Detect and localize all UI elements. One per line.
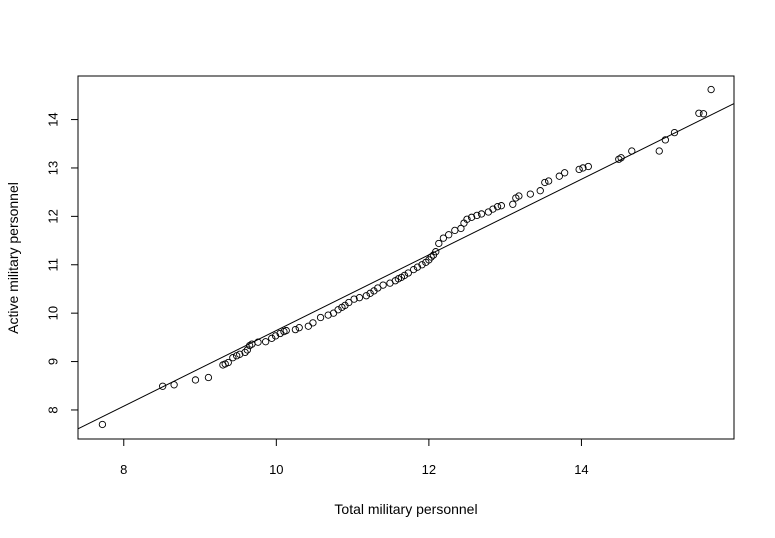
data-point xyxy=(435,239,443,248)
fit-line-group xyxy=(77,103,735,430)
data-point xyxy=(268,334,276,342)
y-tick-label: 11 xyxy=(46,258,61,272)
data-point xyxy=(355,294,364,302)
data-point xyxy=(544,177,553,185)
data-point xyxy=(473,211,481,220)
data-point xyxy=(575,165,583,174)
data-point xyxy=(497,202,505,210)
data-point xyxy=(295,324,303,332)
data-point xyxy=(413,263,422,271)
data-point xyxy=(304,322,313,330)
data-point xyxy=(261,338,270,346)
data-point xyxy=(316,313,325,322)
data-point xyxy=(484,208,493,216)
data-point xyxy=(229,354,237,362)
data-point xyxy=(555,172,563,180)
data-point xyxy=(362,292,370,300)
data-point xyxy=(439,234,448,242)
data-point xyxy=(241,348,249,357)
data-point xyxy=(291,325,300,334)
data-point xyxy=(224,358,232,367)
data-point xyxy=(98,420,107,429)
data-point xyxy=(170,381,178,389)
data-point xyxy=(404,269,412,277)
data-point xyxy=(282,326,290,335)
data-point xyxy=(561,169,569,177)
data-point xyxy=(245,341,254,350)
x-axis: 8 10 12 14 xyxy=(120,438,589,477)
data-points xyxy=(98,85,715,429)
data-point xyxy=(451,226,459,235)
data-point xyxy=(617,154,625,162)
data-point xyxy=(628,147,636,155)
data-point xyxy=(204,373,213,382)
data-point xyxy=(477,210,486,218)
data-point xyxy=(584,162,592,171)
data-point xyxy=(445,231,453,239)
data-point xyxy=(350,295,358,303)
data-point xyxy=(334,306,342,314)
x-tick-label: 10 xyxy=(269,462,283,477)
data-point xyxy=(324,311,332,319)
data-point xyxy=(493,203,502,211)
y-axis-title: Active military personnel xyxy=(5,182,21,334)
data-point xyxy=(159,382,167,390)
fit-line xyxy=(77,103,735,430)
x-axis-title: Total military personnel xyxy=(334,501,477,517)
y-tick-label: 10 xyxy=(46,306,61,320)
data-point xyxy=(432,248,440,256)
data-point xyxy=(418,261,426,269)
data-point xyxy=(271,332,280,340)
data-point xyxy=(243,346,251,354)
y-tick-label: 14 xyxy=(46,112,61,126)
data-point xyxy=(467,213,476,221)
data-point xyxy=(409,265,418,274)
data-point xyxy=(655,147,663,155)
y-tick-label: 9 xyxy=(46,358,61,365)
data-point xyxy=(309,319,317,327)
data-point xyxy=(509,200,517,208)
data-point xyxy=(670,128,679,137)
data-point xyxy=(427,253,435,261)
y-axis: 8 9 10 11 12 13 14 xyxy=(46,112,79,414)
y-tick-label: 13 xyxy=(46,161,61,175)
data-point xyxy=(254,338,262,346)
data-point xyxy=(661,136,669,144)
y-tick-label: 8 xyxy=(46,406,61,413)
data-point xyxy=(541,178,549,187)
data-point xyxy=(366,289,374,297)
y-tick-label: 12 xyxy=(46,209,61,223)
data-point xyxy=(699,110,708,118)
data-point xyxy=(276,329,284,338)
data-point xyxy=(515,192,523,200)
x-tick-label: 12 xyxy=(422,462,436,477)
data-point xyxy=(191,376,200,384)
plot-frame xyxy=(77,75,735,440)
data-point xyxy=(463,215,471,223)
data-point xyxy=(707,85,715,94)
data-point xyxy=(329,309,338,317)
data-point xyxy=(489,205,497,213)
data-point xyxy=(536,187,544,195)
x-tick-label: 14 xyxy=(574,462,588,477)
data-point xyxy=(236,350,244,358)
data-point xyxy=(615,155,623,163)
x-tick-label: 8 xyxy=(120,462,127,477)
data-point xyxy=(695,109,703,117)
data-point xyxy=(400,271,409,280)
data-point xyxy=(457,224,465,233)
data-point xyxy=(379,281,387,289)
data-point xyxy=(579,164,587,172)
data-point xyxy=(345,298,353,307)
data-point xyxy=(526,190,534,198)
